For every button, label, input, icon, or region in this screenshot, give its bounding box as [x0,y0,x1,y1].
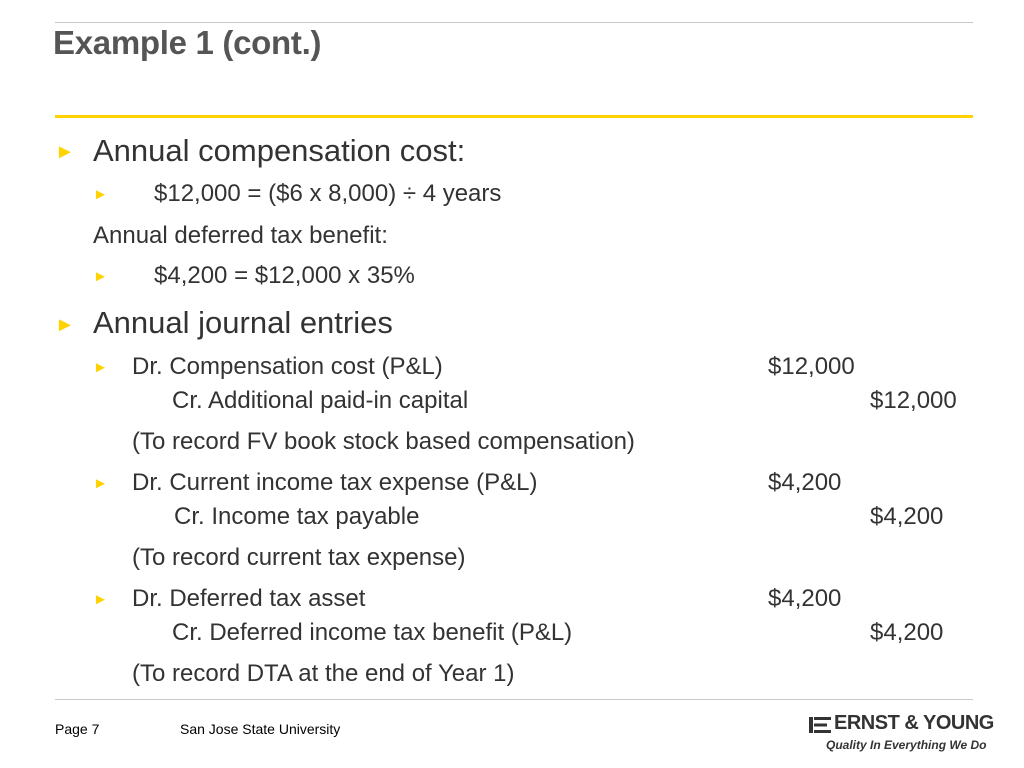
entry-note: (To record DTA at the end of Year 1) [132,660,515,687]
entry-credit-amount: $4,200 [870,619,944,646]
footer-divider [55,699,973,700]
triangle-right-bullet-icon: ► [93,591,108,608]
triangle-right-bullet-icon: ► [55,314,75,336]
entry-debit-account: Dr. Current income tax expense (P&L) [132,469,538,496]
dtb-calc: $4,200 = $12,000 x 35% [154,262,415,289]
triangle-right-bullet-icon: ► [93,359,108,376]
top-divider [55,22,973,23]
entry-note: (To record FV book stock based compensat… [132,428,635,455]
triangle-right-bullet-icon: ► [93,186,108,203]
entry-debit-amount: $12,000 [768,353,855,380]
je-heading: Annual journal entries [93,305,393,340]
ernst-young-logo-icon [809,717,831,733]
title-underline [55,115,973,118]
entry-credit-account: Cr. Additional paid-in capital [172,387,469,414]
slide-title: Example 1 (cont.) [53,24,322,61]
entry-credit-account: Cr. Income tax payable [174,503,420,530]
entry-debit-amount: $4,200 [768,469,842,496]
entry-debit-account: Dr. Compensation cost (P&L) [132,353,443,380]
entry-credit-account: Cr. Deferred income tax benefit (P&L) [172,619,573,646]
comp-heading: Annual compensation cost: [93,133,466,168]
entry-debit-amount: $4,200 [768,585,842,612]
triangle-right-bullet-icon: ► [93,268,108,285]
logo-tagline: Quality In Everything We Do [826,738,987,752]
comp-calc: $12,000 = ($6 x 8,000) ÷ 4 years [154,180,502,207]
dtb-heading: Annual deferred tax benefit: [93,222,388,249]
page-number: Page 7 [55,721,100,737]
entry-credit-amount: $12,000 [870,387,957,414]
entry-debit-account: Dr. Deferred tax asset [132,585,366,612]
organization-name: San Jose State University [180,721,341,737]
logo-name: ERNST & YOUNG [834,712,994,734]
triangle-right-bullet-icon: ► [55,141,75,163]
entry-note: (To record current tax expense) [132,544,466,571]
triangle-right-bullet-icon: ► [93,475,108,492]
entry-credit-amount: $4,200 [870,503,944,530]
